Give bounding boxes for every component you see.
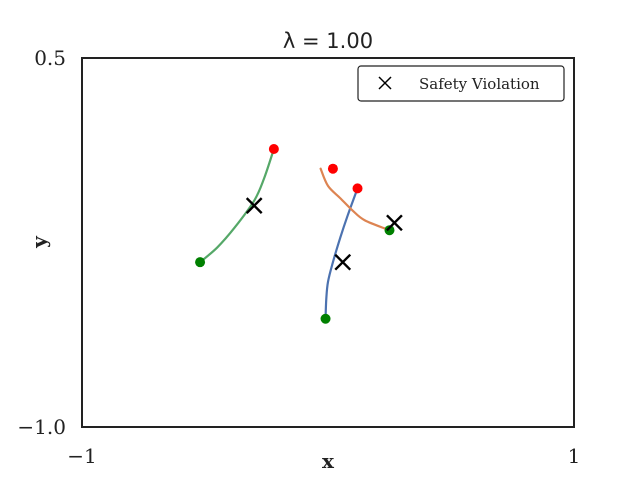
legend: Safety Violation	[357, 65, 565, 102]
start-point-1	[320, 313, 331, 324]
x-tick-label-min: −1	[67, 444, 96, 468]
violation-stroke-b-3	[245, 197, 263, 214]
legend-x-icon	[378, 76, 392, 90]
chart-title: λ = 1.00	[283, 29, 373, 53]
end-point-2	[327, 163, 338, 174]
y-axis-label: y	[27, 235, 51, 249]
trajectory-line-2	[319, 167, 391, 232]
x-axis-label: x	[322, 449, 335, 473]
legend-label: Safety Violation	[419, 75, 540, 93]
safety-violation-marker-2	[386, 214, 403, 232]
safety-violation-marker-3	[245, 197, 263, 214]
violation-stroke-b-2	[386, 214, 403, 232]
y-tick-label-max: 0.5	[34, 46, 66, 70]
end-point-3	[268, 144, 279, 155]
x-tick-label-max: 1	[568, 444, 581, 468]
marker-layer	[195, 144, 403, 324]
trajectory-line-3	[198, 147, 275, 264]
violation-stroke-b-1	[334, 253, 352, 271]
legend-box	[357, 65, 565, 102]
start-point-3	[195, 257, 206, 268]
end-point-1	[352, 183, 363, 194]
trajectory-line-1	[324, 187, 359, 320]
y-tick-label-min: −1.0	[17, 415, 66, 439]
safety-violation-marker-1	[334, 253, 352, 271]
plot-area-frame	[81, 57, 575, 428]
series-layer	[198, 147, 391, 320]
start-point-2	[384, 225, 395, 236]
